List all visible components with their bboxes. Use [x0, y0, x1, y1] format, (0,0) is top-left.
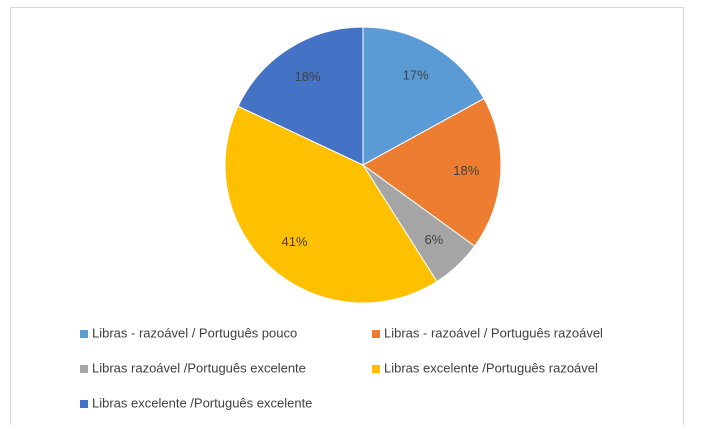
- legend-label: Libras excelente /Português razoável: [384, 360, 598, 375]
- data-label: 6%: [424, 232, 443, 247]
- legend-swatch: [80, 365, 88, 373]
- legend-label: Libras - razoável / Português razoável: [384, 325, 603, 340]
- legend-swatch: [80, 400, 88, 408]
- legend-swatch: [372, 365, 380, 373]
- legend-swatch: [372, 330, 380, 338]
- data-label: 18%: [295, 69, 321, 84]
- data-label: 18%: [453, 163, 479, 178]
- data-label: 41%: [282, 234, 308, 249]
- legend-label: Libras excelente /Português excelente: [92, 395, 312, 410]
- legend-label: Libras - razoável / Português pouco: [92, 325, 297, 340]
- data-label: 17%: [403, 67, 429, 82]
- legend-swatch: [80, 330, 88, 338]
- pie-slice: [237, 26, 364, 166]
- legend-label: Libras razoável /Português excelente: [92, 360, 306, 375]
- pie-slice: [362, 97, 502, 247]
- pie-slice: [224, 105, 438, 304]
- pie-slice: [362, 26, 485, 166]
